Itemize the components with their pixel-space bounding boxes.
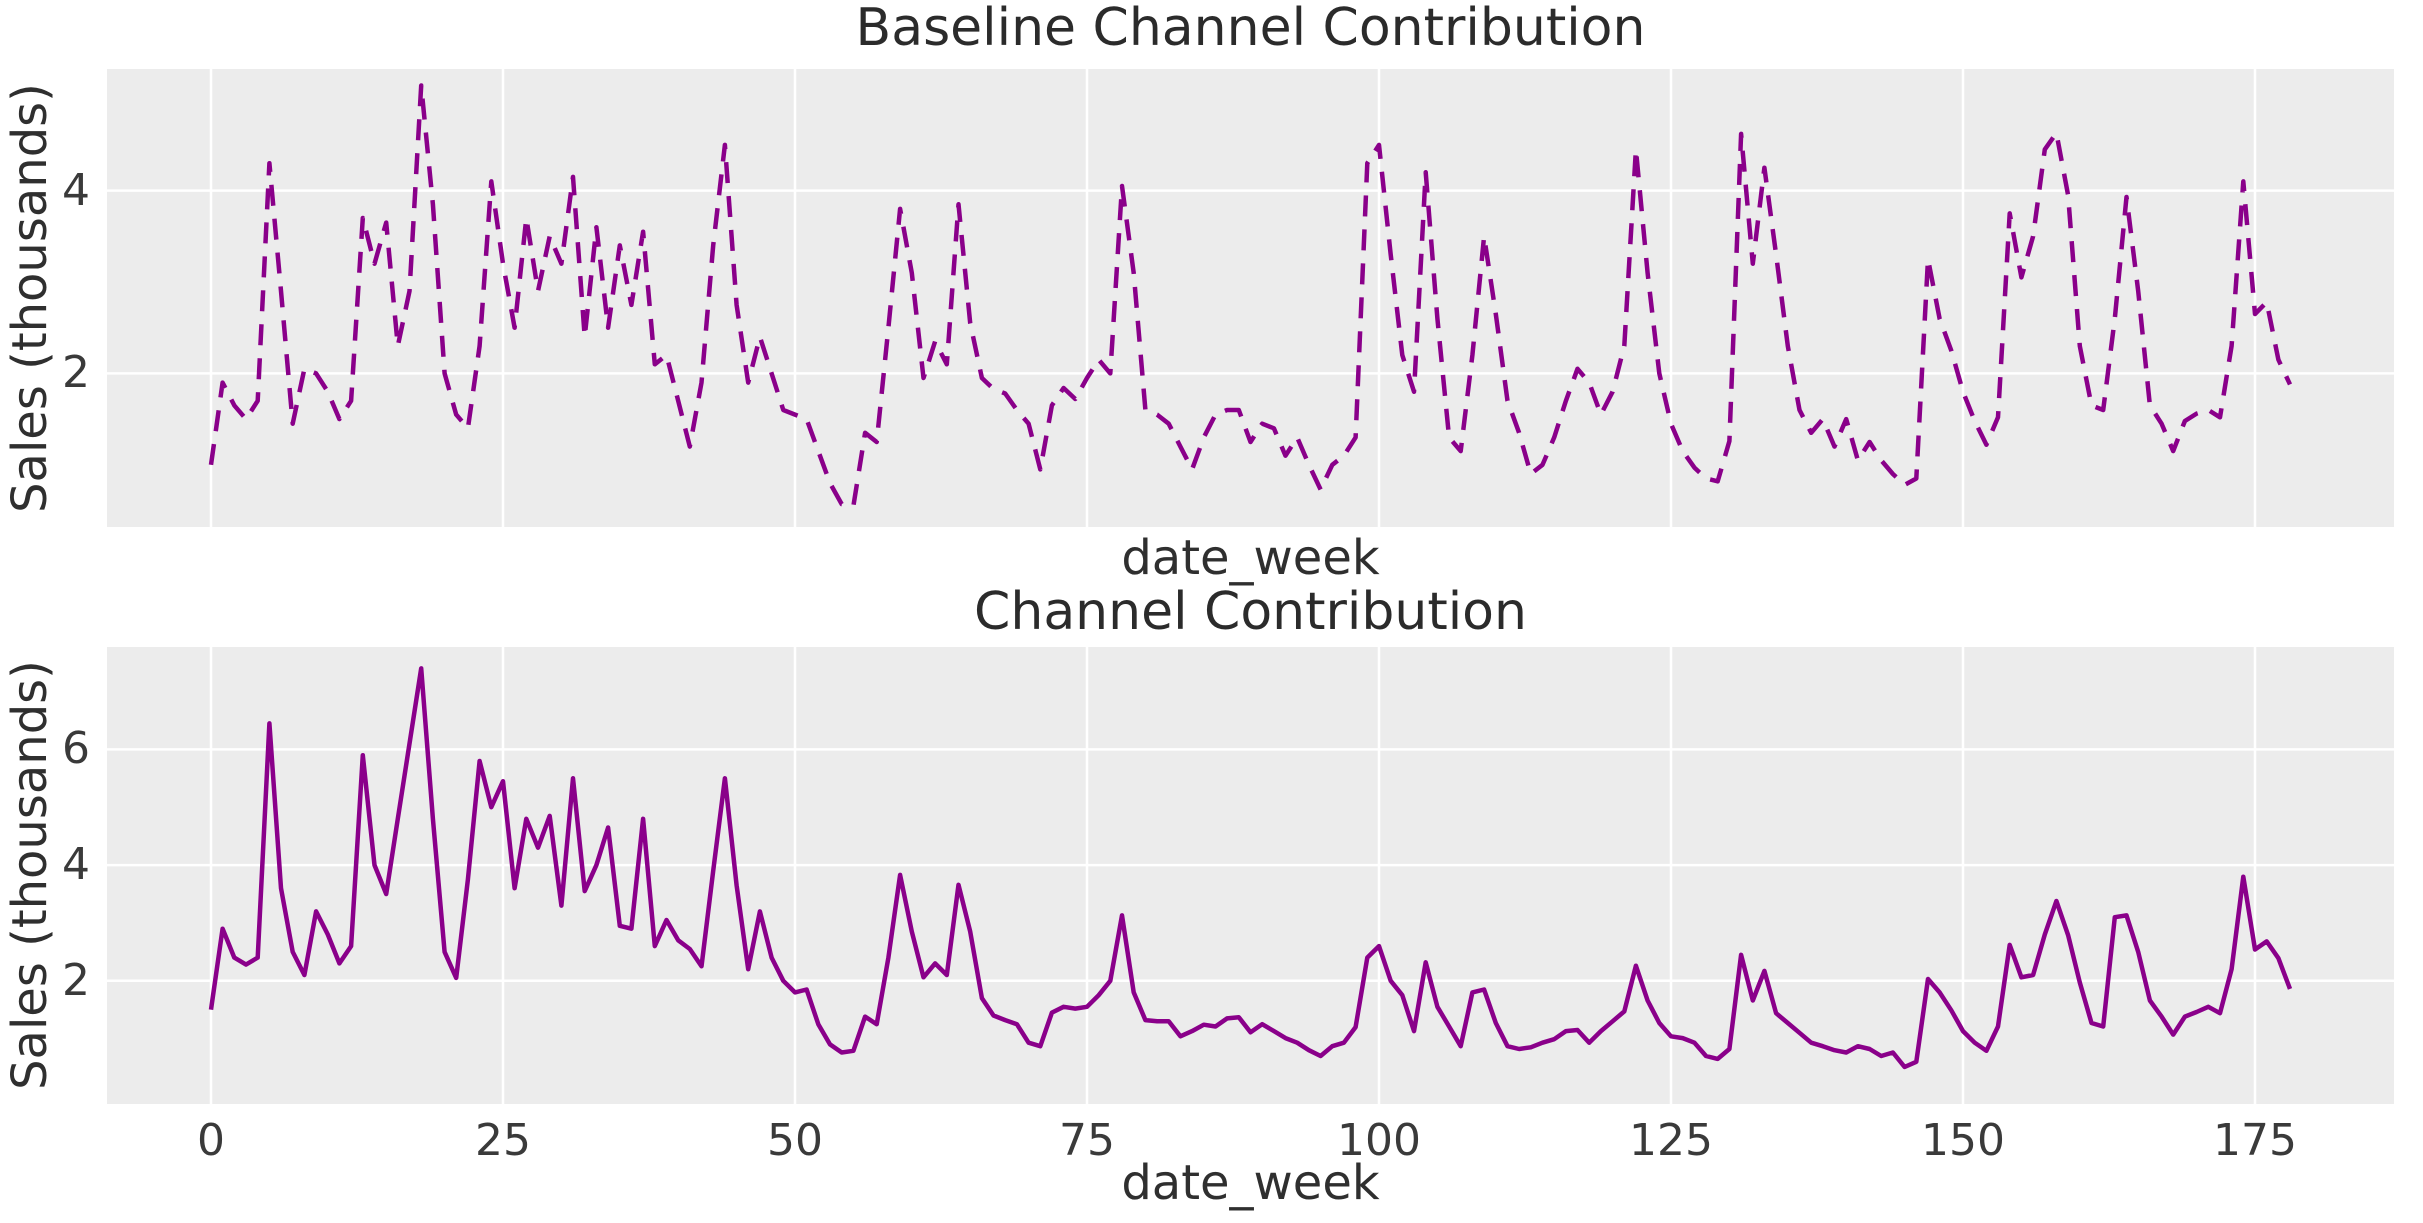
x-tick-label: 150 (1920, 1115, 2005, 1166)
x-tick-label: 50 (766, 1115, 823, 1166)
x-tick-label: 25 (474, 1115, 531, 1166)
x-tick-label: 100 (1336, 1115, 1421, 1166)
plot-area-channel (107, 647, 2394, 1104)
y-tick-label: 4 (62, 839, 90, 891)
y-tick-label: 6 (62, 723, 90, 775)
x-axis-label-channel: date_week (1121, 1155, 1380, 1211)
plot-area-baseline (107, 69, 2394, 527)
y-tick-label: 4 (62, 164, 90, 216)
y-tick-label: 2 (62, 347, 90, 399)
x-tick-label: 125 (1628, 1115, 1713, 1166)
x-tick-label: 0 (196, 1115, 225, 1166)
x-tick-label: 75 (1058, 1115, 1115, 1166)
x-axis-label-baseline: date_week (1121, 530, 1380, 586)
y-tick-label: 2 (62, 954, 90, 1006)
y-axis-label-baseline: Sales (thousands) (2, 83, 58, 513)
chart-title-baseline: Baseline Channel Contribution (855, 0, 1646, 58)
chart-title-channel: Channel Contribution (974, 582, 1527, 642)
x-tick-label: 175 (2213, 1115, 2297, 1166)
